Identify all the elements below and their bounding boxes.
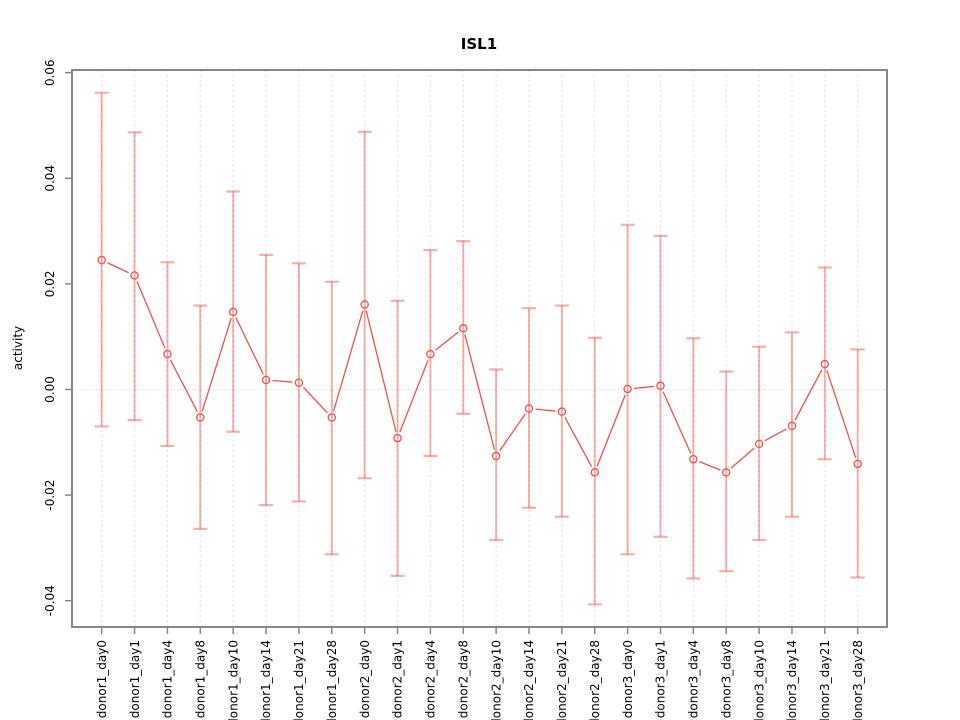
series-line-segment: [107, 262, 129, 274]
data-point: [623, 384, 632, 394]
y-tick-label: 0.06: [43, 59, 57, 86]
data-point: [327, 413, 337, 422]
data-point: [130, 271, 139, 280]
data-point: [787, 421, 797, 431]
x-tick-label: donor2_day8: [456, 640, 470, 718]
x-tick-label: donor3_day10: [752, 640, 766, 720]
chart-title: ISL1: [461, 35, 497, 53]
data-point: [590, 468, 600, 477]
x-tick-label: donor1_day14: [259, 640, 273, 720]
series-line-segment: [764, 428, 787, 442]
y-tick-label: -0.02: [43, 480, 57, 511]
data-point: [524, 404, 534, 413]
x-tick-label: donor2_day28: [588, 640, 602, 720]
y-tick-label: 0.04: [43, 165, 57, 192]
series-line-segment: [535, 408, 556, 412]
series-line-segment: [499, 413, 526, 452]
x-tick-label: donor2_day10: [489, 640, 503, 720]
series-line-segment: [399, 359, 429, 433]
series-line-segment: [730, 447, 755, 469]
y-axis-title: activity: [11, 326, 25, 370]
series-line-segment: [365, 310, 397, 432]
x-tick-label: donor3_day8: [719, 640, 733, 718]
series-line-segment: [332, 310, 364, 412]
data-point: [721, 468, 731, 477]
x-tick-label: donor2_day4: [424, 640, 438, 718]
x-tick-label: donor1_day4: [161, 640, 175, 718]
x-tick-label: donor3_day14: [785, 640, 799, 720]
series-line-segment: [235, 317, 264, 375]
data-point: [820, 359, 830, 369]
series-line-segment: [464, 334, 496, 450]
series-line-segment: [634, 385, 655, 389]
x-tick-label: donor3_day21: [818, 640, 832, 720]
series-line-segment: [272, 379, 293, 383]
plot-border: [71, 69, 888, 628]
data-point: [656, 381, 665, 391]
series-line-segment: [201, 317, 232, 412]
x-tick-label: donor1_day28: [325, 640, 339, 720]
data-point: [228, 307, 238, 317]
data-point: [557, 407, 567, 416]
x-tick-label: donor1_day21: [292, 640, 306, 720]
data-point: [196, 413, 205, 422]
series-line-segment: [826, 370, 857, 458]
data-point: [491, 451, 501, 461]
series-line-segment: [662, 391, 692, 454]
series-line-segment: [302, 386, 328, 414]
data-point: [261, 375, 271, 385]
data-point: [294, 378, 304, 387]
data-point: [689, 454, 698, 464]
series-line-segment: [169, 359, 198, 413]
data-point: [459, 324, 468, 333]
series-line-segment: [699, 461, 721, 471]
x-tick-label: donor1_day0: [95, 640, 109, 718]
x-tick-label: donor1_day10: [226, 640, 240, 720]
series-line-segment: [564, 417, 593, 467]
x-tick-label: donor3_day0: [621, 640, 635, 718]
x-tick-label: donor1_day8: [194, 640, 208, 718]
y-tick-label: 0.02: [43, 271, 57, 298]
data-point: [426, 349, 435, 359]
data-point: [360, 300, 369, 309]
series-line-segment: [596, 394, 626, 467]
x-tick-label: donor3_day4: [687, 640, 701, 718]
series-line-segment: [794, 369, 823, 421]
y-tick-label: 0.00: [43, 376, 57, 403]
series-line-segment: [435, 331, 459, 351]
data-point: [754, 439, 764, 449]
x-tick-label: donor1_day1: [128, 640, 142, 718]
y-tick-label: -0.04: [43, 585, 57, 616]
x-tick-label: donor2_day1: [391, 640, 405, 718]
data-point: [393, 433, 402, 443]
data-point: [853, 459, 862, 469]
x-tick-label: donor2_day21: [555, 640, 569, 720]
x-tick-label: donor2_day14: [522, 640, 536, 720]
x-tick-label: donor2_day0: [358, 640, 372, 718]
x-tick-label: donor3_day1: [654, 640, 668, 718]
data-point: [163, 349, 172, 359]
series-line-segment: [136, 281, 166, 349]
x-tick-label: donor3_day28: [851, 640, 865, 720]
data-point: [97, 255, 106, 265]
